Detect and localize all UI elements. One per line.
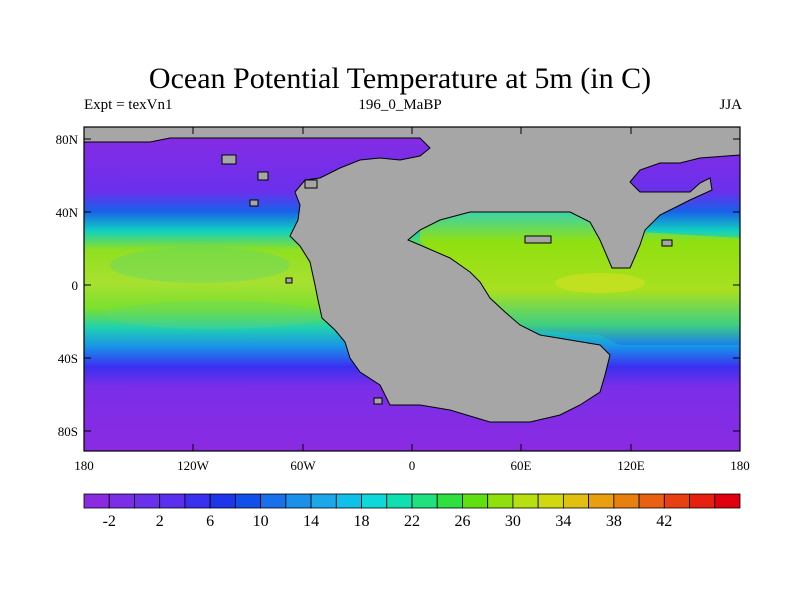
colorbar-swatch [260, 493, 287, 509]
colorbar-swatch [638, 493, 665, 509]
lat-tick-label: 80S [58, 424, 78, 439]
colorbar-swatch [462, 493, 489, 509]
colorbar-swatch [83, 493, 110, 509]
colorbar-swatch [613, 493, 640, 509]
island-6 [661, 239, 673, 247]
colorbar-swatch [562, 493, 590, 509]
island-8 [373, 397, 383, 405]
colorbar-swatch [361, 493, 388, 509]
latitude-axis: 80N 40N 0 40S 80S [56, 132, 740, 439]
lon-tick-label: 180 [730, 458, 750, 473]
island-1 [221, 154, 237, 165]
experiment-label: Expt = texVn1 [84, 97, 173, 113]
island-2 [257, 171, 269, 181]
map-title: Ocean Potential Temperature at 5m (in C) [148, 62, 652, 95]
colorbar-swatch [487, 493, 514, 509]
longitude-axis: 180 120W 60W 0 60E 120E 180 [74, 127, 750, 473]
lon-tick-label: 120W [177, 458, 210, 473]
colorbar-label: 14 [303, 513, 319, 530]
colorbar-label: -2 [103, 513, 116, 530]
colorbar-label: 34 [555, 513, 571, 530]
colorbar-label: 30 [505, 513, 521, 530]
western-cool-band [110, 247, 290, 283]
colorbar-label: 2 [156, 513, 164, 530]
colorbar-label: 26 [454, 513, 470, 530]
lat-tick-label: 0 [72, 278, 79, 293]
colorbar-label: 10 [253, 513, 269, 530]
colorbar-swatch [663, 493, 690, 509]
colorbar: -2 2 6 10 14 18 22 26 30 34 38 42 [83, 493, 741, 530]
island-7 [285, 277, 293, 284]
southern-cool-band [105, 301, 325, 329]
colorbar-label: 6 [206, 513, 214, 530]
colorbar-swatch [436, 493, 463, 509]
lon-tick-label: 60W [290, 458, 316, 473]
colorbar-swatch [588, 493, 615, 509]
colorbar-swatch [108, 493, 135, 509]
colorbar-swatch [209, 493, 236, 509]
colorbar-swatch [234, 493, 262, 509]
island-5 [524, 235, 552, 244]
land-mass [83, 126, 741, 423]
island-4 [249, 199, 259, 207]
colorbar-swatch [537, 493, 564, 509]
colorbar-label: 42 [656, 513, 672, 530]
colorbar-swatch [310, 493, 337, 509]
lat-tick-label: 80N [56, 132, 79, 147]
island-3 [304, 179, 318, 189]
lat-tick-label: 40S [58, 351, 78, 366]
colorbar-swatch [134, 493, 161, 509]
colorbar-label: 38 [606, 513, 622, 530]
colorbar-swatch [512, 493, 539, 509]
lon-tick-label: 120E [617, 458, 645, 473]
warm-core [555, 273, 645, 293]
colorbar-swatch [335, 493, 362, 509]
lat-tick-label: 40N [56, 205, 79, 220]
period-label: 196_0_MaBP [358, 97, 442, 113]
colorbar-swatch [714, 493, 741, 509]
lon-tick-label: 60E [511, 458, 532, 473]
colorbar-swatch [689, 493, 716, 509]
colorbar-swatch [184, 493, 211, 509]
season-label: JJA [719, 97, 742, 113]
lon-tick-label: 0 [409, 458, 416, 473]
colorbar-swatch [285, 493, 312, 509]
lon-tick-label: 180 [74, 458, 94, 473]
colorbar-label: 18 [354, 513, 370, 530]
colorbar-swatch [411, 493, 438, 509]
colorbar-swatch [159, 493, 186, 509]
colorbar-swatch [386, 493, 413, 509]
colorbar-label: 22 [404, 513, 420, 530]
